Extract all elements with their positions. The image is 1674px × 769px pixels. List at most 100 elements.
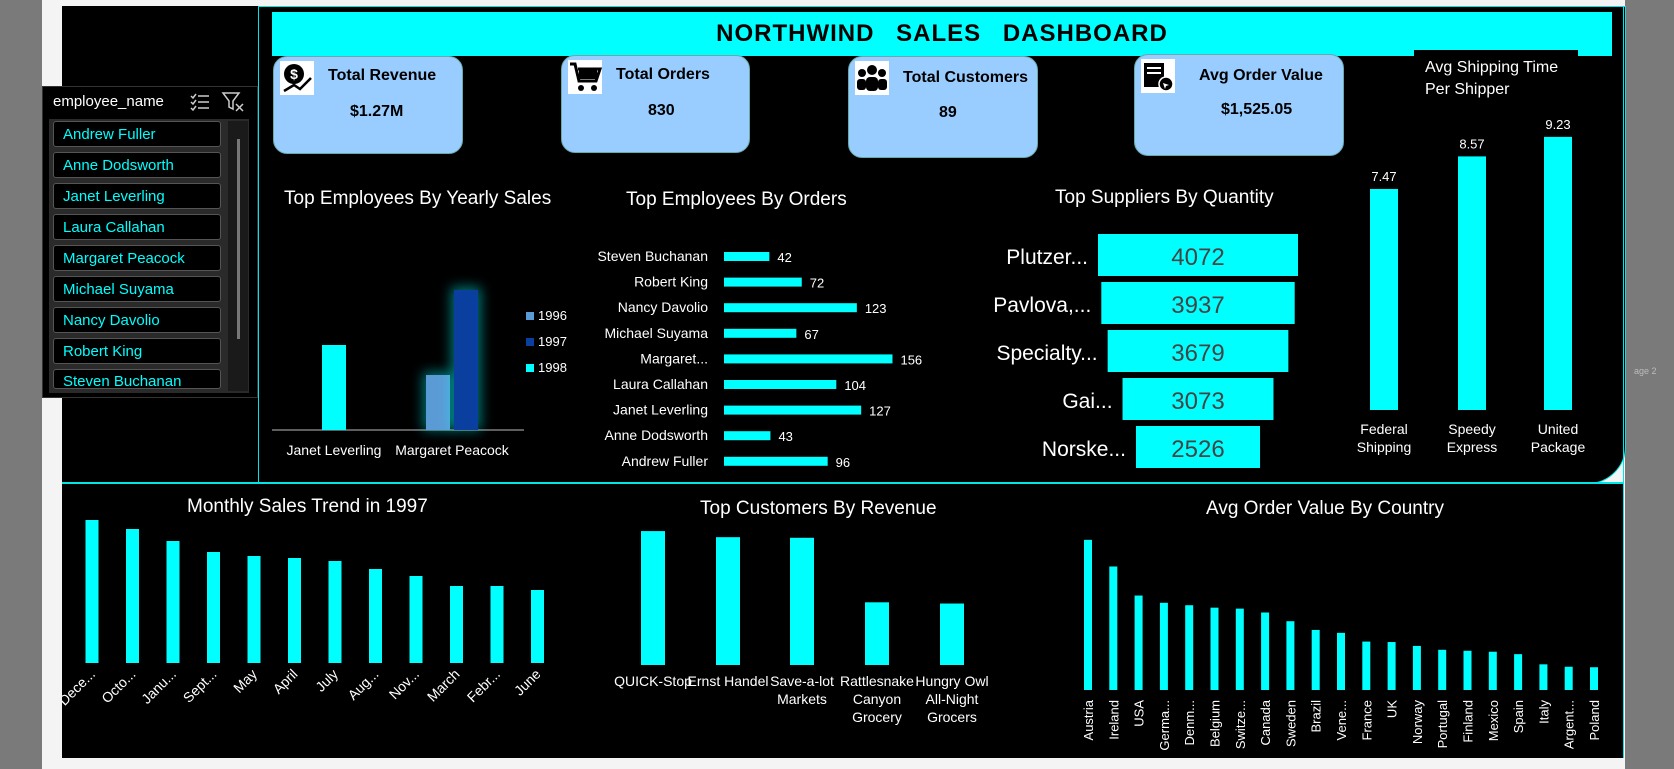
x-tick-label: Poland <box>1587 700 1602 740</box>
bar <box>1210 607 1219 690</box>
bar <box>409 576 423 663</box>
x-tick-label: Argent... <box>1562 700 1577 749</box>
order-value-icon <box>1141 59 1175 93</box>
bar <box>1564 666 1573 690</box>
kpi-label: Avg Order Value <box>1199 67 1323 84</box>
bar <box>865 602 889 665</box>
x-tick-label: Dece... <box>62 666 98 709</box>
employee-slicer[interactable]: employee_name Andrew Fuller Anne Dodswor… <box>42 86 258 398</box>
bar <box>724 354 893 364</box>
bar <box>1387 642 1396 690</box>
slicer-scrollbar[interactable] <box>228 121 248 391</box>
y-tick-label: Robert King <box>634 274 708 290</box>
x-tick-label: All-Night <box>926 691 979 707</box>
x-tick-label: USA <box>1132 700 1147 727</box>
chart-title-suppliers: Top Suppliers By Quantity <box>1055 187 1274 208</box>
x-tick-label: QUICK-Stop <box>614 673 692 689</box>
kpi-total-orders: Total Orders 830 <box>561 55 750 153</box>
bar <box>940 603 964 665</box>
slicer-item[interactable]: Laura Callahan <box>53 214 221 240</box>
scrollbar-thumb[interactable] <box>237 139 240 339</box>
x-tick-label: Express <box>1447 439 1498 455</box>
x-tick-label: UK <box>1385 700 1400 718</box>
multi-select-icon[interactable] <box>189 91 211 113</box>
x-tick-label: June <box>511 666 544 699</box>
y-tick-label: Anne Dodsworth <box>604 427 708 443</box>
bar <box>1109 566 1118 690</box>
data-label: 43 <box>778 429 792 444</box>
y-tick-label: Andrew Fuller <box>622 453 709 469</box>
data-label: 67 <box>804 327 818 342</box>
y-tick-label: Steven Buchanan <box>597 248 708 264</box>
x-tick-label: Janu... <box>138 666 179 707</box>
clear-filter-icon[interactable] <box>221 91 245 113</box>
slicer-item[interactable]: Margaret Peacock <box>53 245 221 271</box>
bottom-panel <box>62 484 1624 758</box>
chart-yearly-sales: Janet Leverling Margaret Peacock 1996 1997 1… <box>272 287 567 458</box>
x-tick-label: Canyon <box>853 691 901 707</box>
bar <box>126 529 139 663</box>
bar <box>1438 649 1447 690</box>
x-tick-label: Rattlesnake <box>840 673 914 689</box>
slicer-item[interactable]: Janet Leverling <box>53 183 221 209</box>
x-tick-label: Mexico <box>1486 700 1501 741</box>
bar <box>1458 156 1486 410</box>
kpi-value: 89 <box>939 104 957 121</box>
y-tick-label: Laura Callahan <box>613 376 708 392</box>
bar <box>724 328 797 338</box>
slicer-item[interactable]: Robert King <box>53 338 221 364</box>
bar <box>1235 608 1244 690</box>
slicer-item[interactable]: Nancy Davolio <box>53 307 221 333</box>
slicer-item[interactable]: Steven Buchanan <box>53 369 221 389</box>
bar <box>1463 650 1472 690</box>
bar <box>166 541 180 663</box>
data-label: 96 <box>836 455 850 470</box>
x-tick-label: Aug... <box>344 666 381 703</box>
page-tag: age 2 <box>1634 366 1657 376</box>
data-label: 127 <box>869 404 891 419</box>
data-label: 156 <box>900 352 922 367</box>
bar <box>1539 664 1548 690</box>
x-tick-label: Vene... <box>1334 700 1349 740</box>
chart-title-shipping-text: Avg Shipping Time Per Shipper <box>1425 59 1559 98</box>
bar <box>1311 629 1320 690</box>
chart-title-yearly-sales: Top Employees By Yearly Sales <box>284 188 552 209</box>
data-label: 7.47 <box>1371 169 1396 184</box>
bar <box>288 558 301 663</box>
bar <box>1544 136 1572 410</box>
x-tick-label: Grocers <box>927 709 977 725</box>
x-tick-label: Save-a-lot <box>770 673 834 689</box>
revenue-icon: $ <box>280 61 314 95</box>
x-tick-label: Germa... <box>1157 700 1172 751</box>
kpi-total-revenue: $ Total Revenue $1.27M <box>273 56 463 154</box>
x-tick-label: Federal <box>1360 421 1407 437</box>
bar <box>1261 612 1270 690</box>
y-tick-label: Specialty... <box>996 342 1097 365</box>
slicer-item[interactable]: Michael Suyama <box>53 276 221 302</box>
data-label: 3679 <box>1171 340 1224 367</box>
bar <box>531 590 544 663</box>
x-tick-label: Spain <box>1511 700 1526 733</box>
x-tick-label: Denm... <box>1182 700 1197 746</box>
bar <box>1159 602 1168 690</box>
x-tick-label: Belgium <box>1208 700 1223 747</box>
bar <box>716 537 740 665</box>
bar <box>1134 595 1143 690</box>
x-tick-label: Ernst Handel <box>688 673 769 689</box>
x-tick-label: Ireland <box>1106 700 1121 740</box>
slicer-item[interactable]: Anne Dodsworth <box>53 152 221 178</box>
bar <box>1362 641 1371 690</box>
bar <box>1370 188 1398 410</box>
funnel-bar <box>1107 330 1289 372</box>
chart-title-country: Avg Order Value By Country <box>1206 498 1444 519</box>
bar <box>724 456 828 466</box>
slicer-item[interactable]: Andrew Fuller <box>53 121 221 147</box>
x-tick-label: Austria <box>1081 699 1096 740</box>
x-tick-label: Norway <box>1410 700 1425 745</box>
bar <box>369 569 382 663</box>
x-tick-label: Sept... <box>180 666 220 706</box>
bar <box>85 520 99 663</box>
bar <box>724 431 771 441</box>
kpi-total-customers: Total Customers 89 <box>848 56 1038 158</box>
